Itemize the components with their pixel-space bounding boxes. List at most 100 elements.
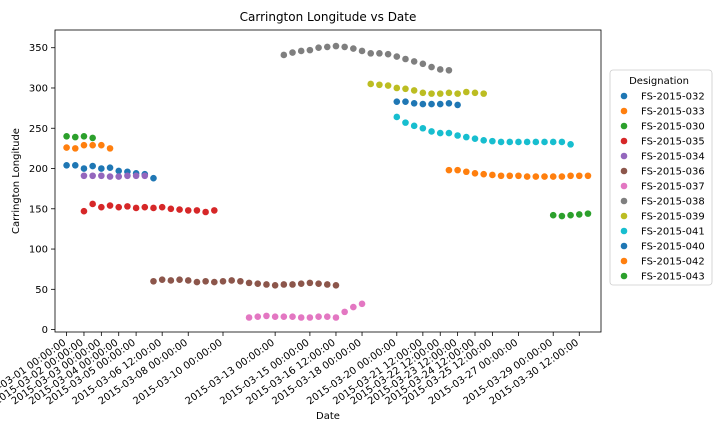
data-point	[523, 138, 531, 146]
data-point	[71, 133, 79, 141]
data-point	[323, 43, 331, 51]
data-point	[89, 141, 96, 149]
legend: Designation FS-2015-032FS-2015-033FS-201…	[609, 69, 713, 286]
data-point	[402, 119, 409, 126]
data-point	[445, 89, 453, 97]
data-point	[80, 207, 88, 215]
x-axis-label: Date	[316, 411, 340, 422]
data-point	[376, 50, 383, 57]
data-point	[541, 138, 548, 146]
data-point	[280, 281, 288, 288]
data-point	[393, 98, 401, 105]
data-point	[332, 42, 340, 50]
data-point	[463, 133, 470, 141]
data-point	[297, 280, 305, 287]
data-point	[419, 124, 427, 132]
data-point	[341, 43, 348, 51]
legend-marker	[620, 242, 628, 250]
data-point	[358, 300, 366, 308]
data-point	[158, 203, 166, 211]
legend-label: FS-2015-033	[641, 107, 705, 118]
data-point	[63, 133, 70, 140]
data-point	[445, 99, 453, 107]
data-point	[89, 134, 96, 142]
data-point	[115, 173, 123, 180]
data-point	[124, 203, 131, 210]
data-point	[445, 166, 453, 174]
data-point	[132, 172, 140, 180]
data-point	[80, 165, 88, 172]
y-tick-label: 350	[29, 43, 48, 54]
data-point	[376, 81, 383, 89]
y-tick-label: 0	[42, 325, 48, 336]
data-point	[480, 170, 487, 178]
data-point	[463, 168, 470, 176]
data-point	[506, 172, 514, 180]
data-point	[176, 206, 183, 213]
data-point	[367, 50, 375, 57]
data-point	[184, 207, 192, 214]
data-point	[271, 313, 279, 320]
data-point	[263, 281, 270, 288]
data-point	[211, 207, 218, 214]
data-point	[219, 277, 227, 285]
data-point	[106, 202, 114, 209]
data-point	[106, 145, 114, 152]
data-point	[289, 281, 296, 288]
y-axis-label: Carrington Longitude	[11, 128, 22, 234]
legend-label: FS-2015-034	[641, 152, 705, 163]
data-point	[532, 173, 540, 180]
data-point	[549, 211, 557, 219]
data-point	[228, 277, 235, 284]
data-point	[419, 60, 427, 68]
data-point	[132, 204, 140, 212]
data-point	[410, 122, 418, 130]
data-point	[445, 66, 453, 74]
data-point	[454, 90, 461, 97]
data-point	[567, 141, 574, 148]
data-point	[489, 171, 496, 179]
data-point	[106, 173, 114, 180]
data-point	[106, 164, 114, 172]
data-point	[141, 203, 149, 211]
data-point	[480, 137, 487, 144]
data-point	[549, 173, 557, 180]
legend-marker	[620, 212, 628, 220]
data-point	[263, 312, 270, 320]
legend-label: FS-2015-037	[641, 182, 705, 193]
legend-marker	[620, 122, 628, 130]
data-point	[202, 208, 209, 216]
data-point	[193, 278, 201, 286]
legend-label: FS-2015-040	[641, 242, 705, 253]
data-point	[332, 314, 340, 321]
data-point	[80, 141, 88, 149]
legend-label: FS-2015-035	[641, 137, 705, 148]
y-tick-label: 200	[29, 164, 48, 175]
y-tick-label: 50	[35, 285, 48, 296]
data-point	[71, 145, 79, 152]
data-point	[515, 172, 522, 180]
data-point	[63, 161, 70, 169]
data-point	[471, 135, 479, 143]
data-point	[297, 47, 305, 55]
data-point	[410, 99, 418, 107]
legend-marker	[620, 152, 628, 160]
data-point	[289, 49, 296, 56]
legend-label: FS-2015-041	[641, 227, 705, 238]
data-point	[323, 313, 331, 320]
data-point	[384, 50, 392, 58]
data-point	[489, 137, 496, 145]
data-point	[393, 84, 401, 92]
data-point	[558, 173, 566, 180]
data-point	[306, 279, 314, 287]
data-point	[436, 90, 444, 97]
data-point	[245, 314, 253, 321]
data-point	[454, 101, 461, 109]
data-point	[567, 172, 574, 180]
y-tick-label: 150	[29, 204, 48, 215]
data-point	[558, 212, 566, 220]
data-point	[98, 172, 105, 180]
data-point	[315, 313, 322, 320]
